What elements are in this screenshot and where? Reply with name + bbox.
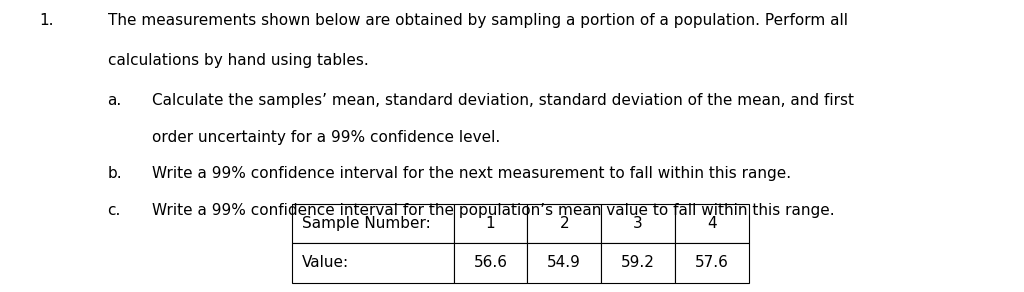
Text: Write a 99% confidence interval for the population’s mean value to fall within t: Write a 99% confidence interval for the … (152, 203, 835, 218)
Bar (601, 204, 675, 243)
Text: b.: b. (108, 166, 122, 181)
Text: Sample Number:: Sample Number: (302, 216, 431, 231)
Text: c.: c. (108, 203, 121, 218)
Text: Calculate the samples’ mean, standard deviation, standard deviation of the mean,: Calculate the samples’ mean, standard de… (152, 93, 854, 108)
Text: Write a 99% confidence interval for the next measurement to fall within this ran: Write a 99% confidence interval for the … (152, 166, 791, 181)
Text: calculations by hand using tables.: calculations by hand using tables. (108, 53, 369, 67)
Text: 4: 4 (707, 216, 717, 231)
Bar (454, 243, 527, 283)
Text: 57.6: 57.6 (694, 256, 729, 270)
Text: 56.6: 56.6 (473, 256, 508, 270)
Text: 1: 1 (485, 216, 496, 231)
Text: a.: a. (108, 93, 122, 108)
Text: 2: 2 (559, 216, 569, 231)
Text: order uncertainty for a 99% confidence level.: order uncertainty for a 99% confidence l… (152, 130, 500, 145)
Text: 59.2: 59.2 (621, 256, 655, 270)
Text: Value:: Value: (302, 256, 349, 270)
Text: The measurements shown below are obtained by sampling a portion of a population.: The measurements shown below are obtaine… (108, 13, 848, 28)
Bar (601, 243, 675, 283)
Text: 3: 3 (633, 216, 643, 231)
Bar (675, 204, 749, 243)
Bar (454, 204, 527, 243)
Bar (292, 243, 454, 283)
Text: 54.9: 54.9 (547, 256, 582, 270)
Text: 1.: 1. (39, 13, 53, 28)
Bar (675, 243, 749, 283)
Bar (527, 204, 601, 243)
Bar (527, 243, 601, 283)
Bar (292, 204, 454, 243)
